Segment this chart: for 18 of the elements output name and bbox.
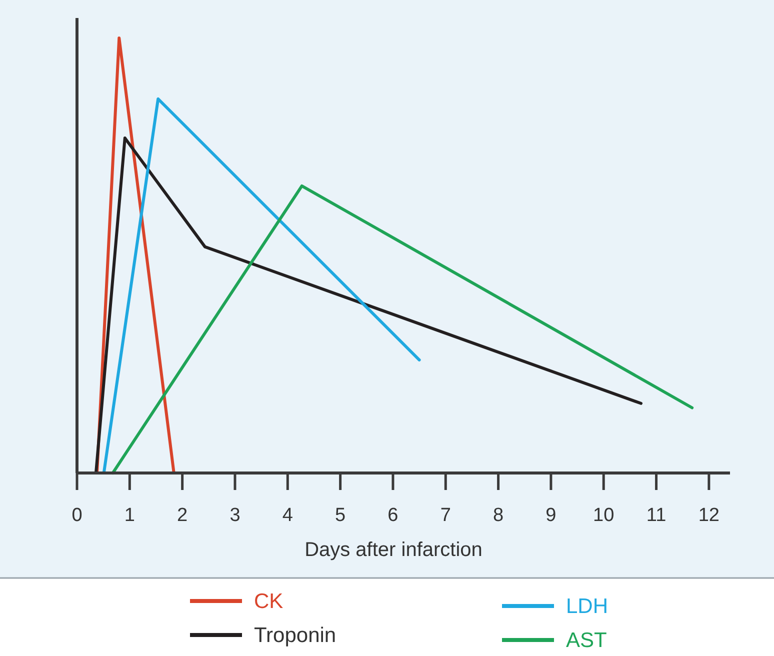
x-tick-label: 9	[546, 505, 556, 526]
x-tick-label: 11	[646, 505, 666, 526]
x-tick-label: 5	[335, 505, 346, 526]
x-tick-label: 4	[282, 505, 294, 526]
x-tick-label: 8	[493, 505, 504, 526]
legend-label: LDH	[566, 595, 608, 618]
legend-label: CK	[254, 590, 284, 613]
x-tick-label: 2	[177, 505, 188, 526]
x-tick-label: 7	[440, 505, 451, 526]
x-tick-label: 0	[72, 505, 82, 526]
x-axis-title: Days after infarction	[304, 539, 482, 561]
x-tick-label: 10	[593, 505, 614, 526]
x-tick-label: 3	[230, 505, 240, 526]
x-tick-label: 6	[388, 505, 398, 526]
legend-label: AST	[566, 629, 608, 652]
x-tick-label: 1	[124, 505, 135, 526]
x-tick-label: 12	[698, 505, 720, 526]
legend-label: Troponin	[254, 624, 336, 647]
